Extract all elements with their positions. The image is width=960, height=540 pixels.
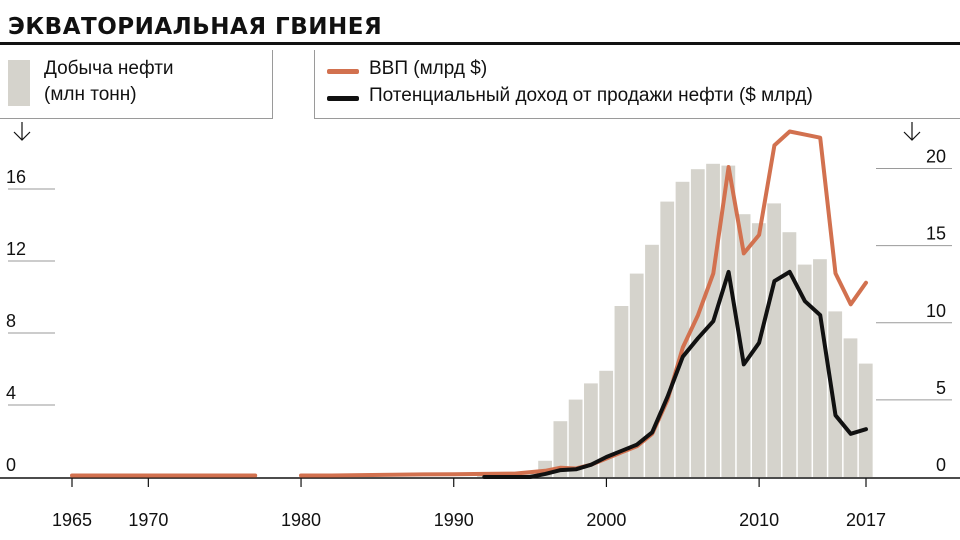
left-axis-label-16: 16 — [6, 167, 26, 187]
oil-bar-2005 — [675, 181, 690, 478]
oil-bar-2015 — [828, 311, 843, 477]
oil-bar-2000 — [599, 370, 614, 477]
right-axis-label-10: 10 — [926, 301, 946, 321]
oil-bar-2002 — [629, 273, 644, 477]
oil-swatch — [8, 60, 30, 106]
gdp-line-segment-1 — [299, 129, 868, 478]
left-axis-arrow-icon — [13, 122, 31, 141]
right-axis-label-15: 15 — [926, 224, 946, 244]
left-axis-label-8: 8 — [6, 311, 16, 331]
chart-title: ЭКВАТОРИАЛЬНАЯ ГВИНЕЯ — [8, 14, 383, 40]
x-tick-label-1990: 1990 — [434, 510, 474, 530]
oil-bar-2012 — [782, 232, 797, 477]
oil-bar-2001 — [614, 306, 629, 477]
oil-bar-2010 — [751, 223, 766, 477]
gdp-swatch — [327, 69, 359, 74]
x-tick-label-1970: 1970 — [128, 510, 168, 530]
x-tick-label-1980: 1980 — [281, 510, 321, 530]
legend-lines: ВВП (млрд $) Потенциальный доход от прод… — [314, 50, 960, 119]
x-tick-label-2017: 2017 — [846, 510, 886, 530]
left-axis-label-0: 0 — [6, 455, 16, 475]
x-tick-label-2010: 2010 — [739, 510, 779, 530]
right-axis-label-0: 0 — [936, 455, 946, 475]
right-axis-label-5: 5 — [936, 378, 946, 398]
x-tick-label-1965: 1965 — [52, 510, 92, 530]
legend-oil-label-line2: (млн тонн) — [44, 84, 137, 105]
oil-bar-2008 — [721, 165, 736, 477]
title-rule — [0, 42, 960, 45]
right-axis-label-20: 20 — [926, 147, 946, 167]
legend-gdp-label: ВВП (млрд $) — [369, 58, 488, 79]
oil-bar-2016 — [843, 338, 858, 477]
left-axis-label-12: 12 — [6, 239, 26, 259]
oil-bar-2009 — [736, 214, 751, 477]
right-axis-arrow-icon — [903, 122, 921, 141]
revenue-line-segment-0 — [482, 269, 868, 479]
oil-bar-2014 — [813, 259, 827, 477]
oil-bar-1997 — [553, 421, 568, 477]
oil-bar-2011 — [767, 203, 782, 477]
legend-oil: Добыча нефти (млн тонн) — [0, 50, 273, 119]
legend-revenue-label: Потенциальный доход от продажи нефти ($ … — [369, 85, 813, 106]
oil-bar-2006 — [690, 169, 705, 477]
oil-bar-2017 — [858, 363, 873, 477]
legend-oil-label-line1: Добыча нефти — [44, 58, 174, 79]
left-axis-label-4: 4 — [6, 383, 16, 403]
revenue-swatch — [327, 96, 359, 101]
oil-bar-2003 — [645, 244, 659, 477]
x-tick-label-2000: 2000 — [586, 510, 626, 530]
oil-bar-1999 — [584, 383, 598, 477]
oil-bar-2004 — [660, 201, 675, 477]
oil-bar-1998 — [568, 399, 583, 477]
oil-bar-2013 — [797, 264, 812, 477]
